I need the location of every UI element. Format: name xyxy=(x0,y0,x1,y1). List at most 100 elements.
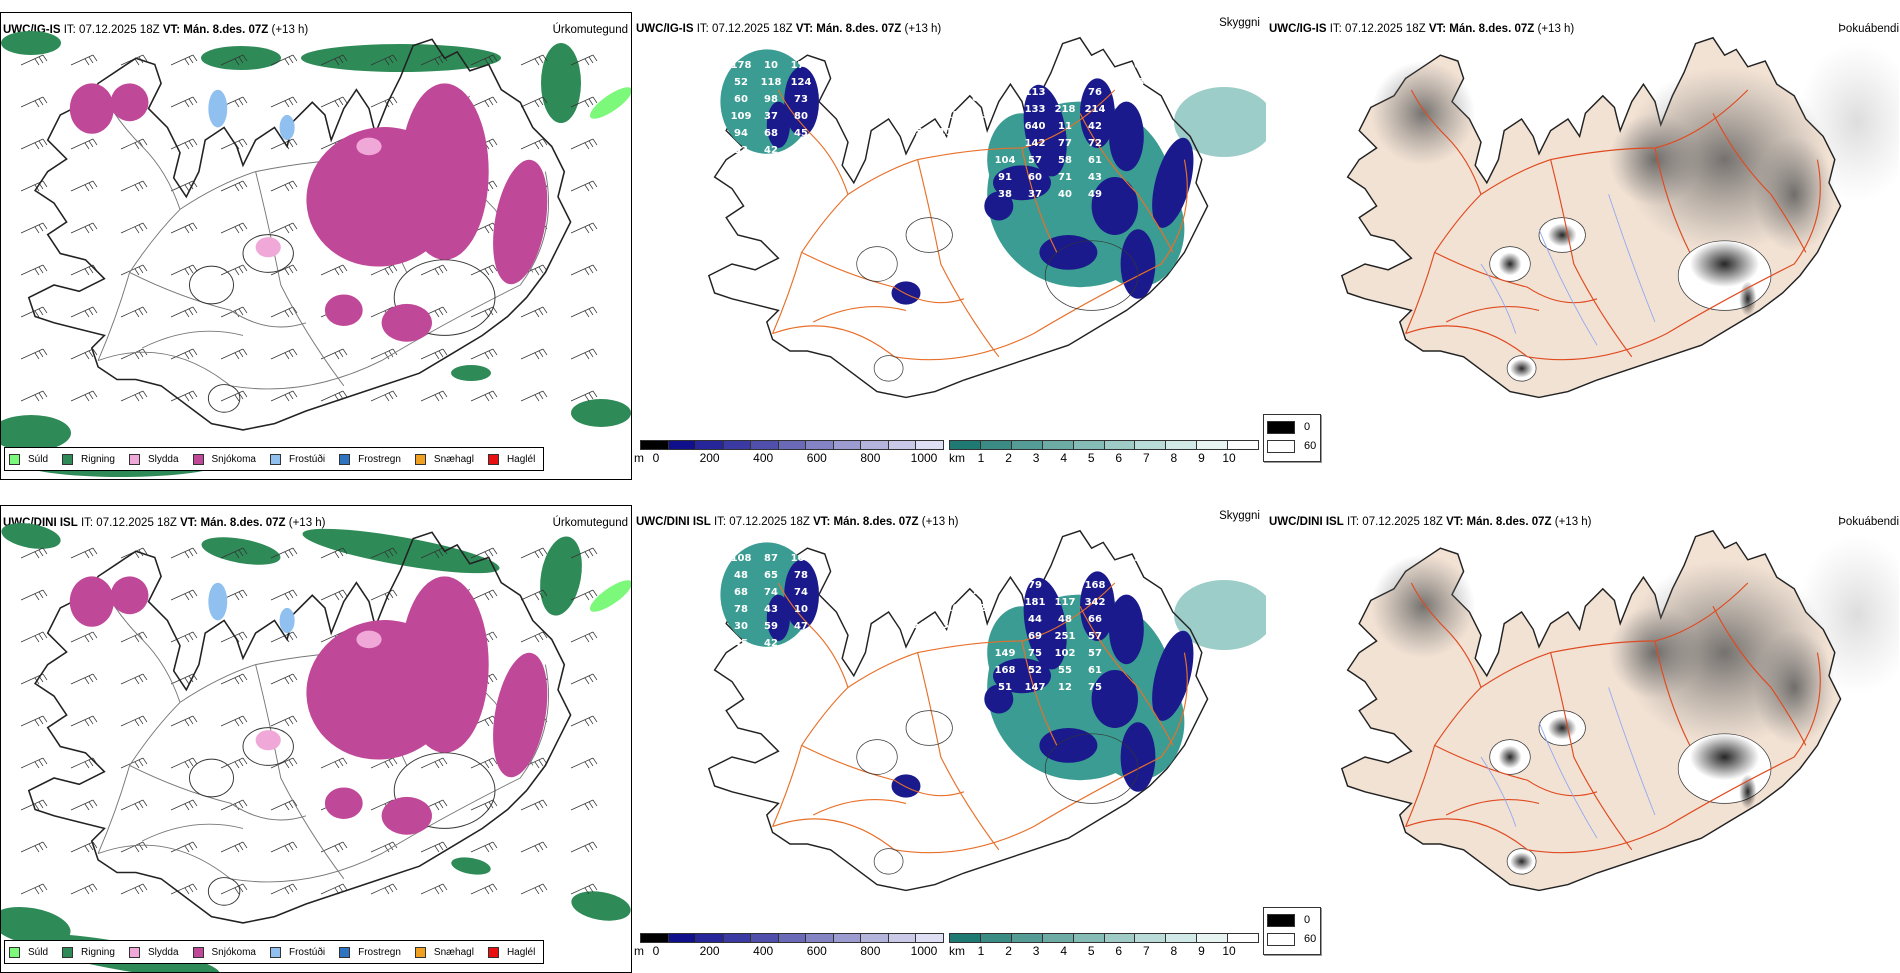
freezing-drizzle-area xyxy=(279,607,295,634)
wind-barb-icon xyxy=(370,348,398,360)
cloud-base-label: 87 xyxy=(764,553,778,564)
cloud-base-label: 640 xyxy=(1025,121,1046,132)
colorbar-swatch xyxy=(751,934,779,942)
colorbar-tick-label: 9 xyxy=(1198,451,1205,465)
cloud-base-label: 55 xyxy=(1058,665,1072,676)
wind-barb-icon xyxy=(520,589,548,601)
cloud-base-label: 53 xyxy=(734,145,748,156)
cloud-base-label: 48 xyxy=(734,570,748,581)
wind-barb-icon xyxy=(70,390,98,402)
iceland-map-group xyxy=(1340,529,1842,892)
panel-title: UWC/IG-IS IT: 07.12.2025 18Z VT: Mán. 8.… xyxy=(636,23,941,35)
snow-area xyxy=(324,787,363,819)
cloud-base-label: 64 xyxy=(1134,60,1148,71)
cloud-base-label: 214 xyxy=(1085,104,1106,115)
cloud-base-label: 113 xyxy=(1025,87,1046,98)
panel-type-label: Þokuábendi xyxy=(1838,516,1899,528)
cloud-base-label: 40 xyxy=(1058,189,1072,200)
colorbar-tick-label: 200 xyxy=(699,451,720,465)
legend-item: Snjókoma xyxy=(192,946,256,958)
wind-barb-icon xyxy=(70,547,98,559)
wind-barb-icon xyxy=(220,799,248,811)
legend-swatch xyxy=(269,453,281,465)
cloud-base-label: 108 xyxy=(731,553,752,564)
coastline xyxy=(27,531,572,924)
wind-barb-icon xyxy=(570,883,598,895)
low-cloud-base-area xyxy=(891,281,921,305)
colorbar-tick-label: 5 xyxy=(1087,944,1095,958)
cloud-base-label: 131 xyxy=(1085,70,1106,81)
wind-barb-icon xyxy=(570,222,598,234)
wind-barb-icon xyxy=(470,589,498,601)
legend-swatch xyxy=(487,946,499,958)
cloud-base-label: 54 xyxy=(794,162,808,173)
vt-label: VT: xyxy=(813,516,831,528)
cloud-base-label: 42 xyxy=(764,145,778,156)
wind-barb-icon xyxy=(220,222,248,234)
fog-legend-label: 60 xyxy=(1304,440,1317,452)
wind-barb-icon xyxy=(320,883,348,895)
wind-barb-icon xyxy=(570,757,598,769)
cloud-base-label: 133 xyxy=(1025,104,1046,115)
colorbar-swatch xyxy=(1104,934,1136,942)
road-line xyxy=(141,330,244,349)
fog-legend-swatch xyxy=(1267,421,1295,434)
glacier-outline xyxy=(207,877,241,906)
road-line xyxy=(1405,159,1821,361)
wind-barb-icon xyxy=(470,390,498,402)
wind-barb-icon xyxy=(320,589,348,601)
low-cloud-base-area xyxy=(784,559,819,630)
cloud-base-label: 44 xyxy=(734,655,748,666)
cloud-base-label: 78 xyxy=(794,570,808,581)
cloud-base-label: 42 xyxy=(764,638,778,649)
it-value: 07.12.2025 18Z xyxy=(79,24,160,36)
colorbar-unit: km xyxy=(949,451,965,465)
legend-label: Slydda xyxy=(147,946,179,958)
colorbar-tick-label: 10 xyxy=(1222,451,1236,465)
cloud-base-label: 113 xyxy=(939,127,960,138)
dense-fog-area xyxy=(1689,240,1760,288)
legend-label: Súld xyxy=(28,946,49,958)
cloud-base-label: 44 xyxy=(1028,614,1042,625)
colorbar-tick-label: 0 xyxy=(652,944,660,958)
fog-legend-label: 0 xyxy=(1304,421,1311,433)
wind-barb-icon xyxy=(520,799,548,811)
colorbar-swatches xyxy=(949,933,1259,943)
legend-item: Snæhagl xyxy=(414,946,474,958)
colorbar-swatch xyxy=(861,934,889,942)
wind-barb-icon xyxy=(20,547,48,559)
colorbar-swatch xyxy=(861,441,889,449)
legend-swatch xyxy=(339,946,351,958)
model-name: UWC/IG-IS xyxy=(1269,23,1327,35)
wind-barb-icon xyxy=(420,264,448,276)
cloud-base-label: 63 xyxy=(972,93,986,104)
cloud-base-label: 52 xyxy=(972,603,986,614)
colorbar-swatch xyxy=(1011,934,1043,942)
road-line xyxy=(777,582,849,688)
colorbar-swatch xyxy=(1135,934,1167,942)
legend-label: Snæhagl xyxy=(433,453,474,465)
wind-barb-icon xyxy=(520,348,548,360)
wind-barb-icon xyxy=(570,715,598,727)
iceland-map-group xyxy=(1340,36,1842,399)
wind-barb-icon xyxy=(120,631,148,643)
dense-fog-area xyxy=(1739,774,1757,810)
wind-barb-icon xyxy=(520,390,548,402)
lead-time: (+13 h) xyxy=(288,517,326,529)
wind-barb-icon xyxy=(120,715,148,727)
colorbar-unit: m xyxy=(634,944,644,958)
wind-barb-icon xyxy=(320,348,348,360)
vt-value: Mán. 8.des. 07Z xyxy=(1466,516,1552,528)
cloud-base-label: 74 xyxy=(794,587,808,598)
cloud-base-label: 71 xyxy=(1058,172,1072,183)
wind-barb-icon xyxy=(470,96,498,108)
wind-barb-icon xyxy=(170,715,198,727)
wind-barb-icon xyxy=(70,264,98,276)
wind-barb-icon xyxy=(570,54,598,66)
cloud-base-label: 168 xyxy=(995,665,1016,676)
cloud-base-label: 165 xyxy=(791,553,812,564)
cloud-base-label: 59 xyxy=(764,621,778,632)
it-label: IT: xyxy=(696,23,709,35)
low-visibility-area xyxy=(1174,580,1266,650)
legend-item: Frostregn xyxy=(339,946,401,958)
